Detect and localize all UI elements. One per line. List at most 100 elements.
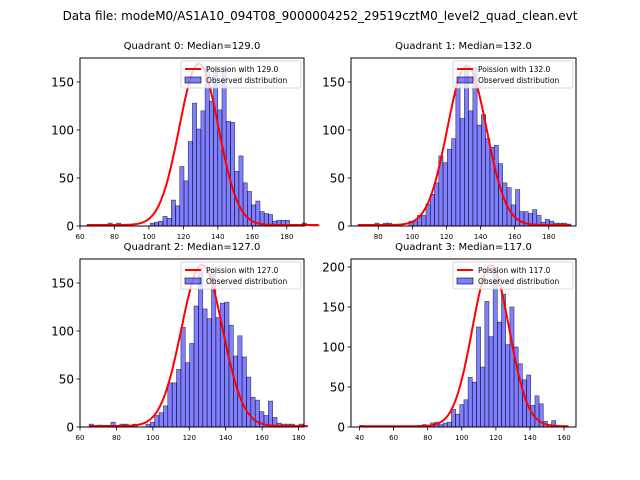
y-tick-label: 50 — [330, 172, 345, 186]
legend-frame — [180, 261, 302, 290]
histogram-bar — [237, 335, 243, 428]
histogram-bar — [163, 405, 169, 428]
histogram-bar — [215, 317, 221, 428]
x-tick-label: 160 — [255, 434, 268, 442]
legend-bar-swatch — [184, 277, 202, 285]
histogram-bar — [459, 404, 465, 428]
histogram-bar — [493, 145, 499, 227]
x-tick-label: 140 — [219, 434, 232, 442]
x-tick-label: 160 — [557, 434, 570, 442]
histogram-bar — [451, 409, 456, 428]
x-tick-label: 60 — [76, 233, 85, 241]
y-tick-label: 50 — [59, 373, 74, 387]
histogram-bar — [246, 376, 252, 428]
x-tick-label: 140 — [474, 233, 487, 241]
histogram-bar — [213, 67, 219, 227]
histogram-bar — [505, 344, 511, 428]
x-tick-label: 140 — [211, 233, 224, 241]
histogram-bar — [238, 155, 244, 227]
legend-bar-swatch — [456, 76, 474, 84]
histogram-bar — [198, 268, 204, 428]
histogram-bar — [468, 110, 474, 227]
panel-title: Quadrant 2: Median=127.0 — [124, 242, 261, 253]
histogram-bar — [166, 218, 172, 227]
x-tick-label: 140 — [523, 434, 536, 442]
histogram-bar — [200, 110, 206, 227]
y-tick-label: 150 — [51, 76, 74, 90]
panel-title: Quadrant 1: Median=132.0 — [395, 41, 532, 52]
histogram-bar — [184, 362, 190, 428]
histogram-bar — [204, 67, 210, 227]
histogram-bar — [446, 421, 452, 428]
panel-quadrant-3: Quadrant 3: Median=117.0 0 50 100 150 200 40 60… — [322, 242, 577, 442]
histogram-bar — [471, 381, 477, 428]
legend: Poission with 117.0 Observed distribution — [452, 261, 574, 290]
histogram-bars — [359, 266, 569, 428]
histogram-bar — [162, 216, 168, 227]
x-tick-label: 60 — [76, 434, 85, 442]
histogram-bar — [485, 138, 491, 227]
x-tick-label: 180 — [280, 233, 293, 241]
x-tick-label: 80 — [374, 233, 383, 241]
histogram-bar — [455, 413, 461, 428]
histogram-bar — [451, 138, 457, 227]
histogram-bar — [421, 215, 427, 227]
histogram-bar — [522, 379, 527, 428]
axes-frame — [350, 57, 577, 227]
y-tick-label: 150 — [322, 76, 345, 90]
legend-label-poisson: Poission with 127.0 — [206, 266, 279, 275]
axes-frame — [350, 258, 577, 428]
histogram-bar — [534, 395, 540, 428]
histogram-bar — [519, 211, 525, 227]
histogram-bar — [476, 326, 481, 428]
legend-bar-swatch — [456, 277, 474, 285]
legend-label-observed: Observed distribution — [206, 76, 287, 85]
histogram-bar — [209, 100, 214, 227]
panel-quadrant-0: Quadrant 0: Median=129.0 0 50 100 150 60 80 100… — [51, 41, 320, 241]
legend-label-poisson: Poission with 132.0 — [478, 65, 551, 74]
histogram-bar — [459, 118, 465, 227]
histogram-bar — [480, 366, 486, 428]
x-tick-label: 60 — [389, 434, 398, 442]
y-tick-label: 100 — [51, 325, 74, 339]
poisson-curve — [359, 264, 569, 428]
histogram-bar — [442, 162, 448, 227]
x-tick-label: 180 — [542, 233, 555, 241]
histogram-bar — [206, 318, 212, 428]
legend-label-observed: Observed distribution — [206, 277, 287, 286]
histogram-bar — [429, 194, 435, 227]
x-tick-label: 80 — [110, 233, 119, 241]
histogram-bar — [171, 382, 177, 428]
histogram-bars — [88, 268, 308, 428]
histogram-bar — [171, 199, 176, 227]
panel-quadrant-1: Quadrant 1: Median=132.0 0 50 100 150 80 100 12… — [322, 41, 577, 241]
x-tick-label: 160 — [508, 233, 521, 241]
x-tick-label: 160 — [246, 233, 259, 241]
x-tick-label: 100 — [146, 434, 159, 442]
histogram-bar — [149, 421, 155, 428]
legend: Poission with 127.0 Observed distribution — [180, 261, 302, 290]
histogram-bar — [158, 412, 164, 428]
histogram-bar — [241, 356, 247, 428]
histogram-bars — [86, 67, 320, 227]
legend-label-poisson: Poission with 129.0 — [206, 65, 279, 74]
legend-label-observed: Observed distribution — [478, 277, 559, 286]
legend: Poission with 129.0 Observed distribution — [180, 60, 302, 89]
y-tick-label: 0 — [337, 220, 345, 234]
x-tick-label: 180 — [292, 434, 305, 442]
x-tick-label: 100 — [455, 434, 468, 442]
histogram-bar — [455, 81, 461, 227]
y-tick-label: 50 — [59, 172, 74, 186]
x-tick-label: 120 — [177, 233, 190, 241]
y-tick-label: 0 — [66, 220, 74, 234]
histogram-bar — [501, 293, 506, 428]
histogram-bar — [230, 122, 235, 227]
x-tick-label: 40 — [355, 434, 364, 442]
histogram-bar — [434, 182, 440, 227]
histogram-bar — [224, 301, 230, 428]
histogram-bar — [509, 306, 515, 428]
histogram-bar — [180, 326, 186, 428]
legend-label-poisson: Poission with 117.0 — [478, 266, 551, 275]
legend-label-observed: Observed distribution — [478, 76, 559, 85]
